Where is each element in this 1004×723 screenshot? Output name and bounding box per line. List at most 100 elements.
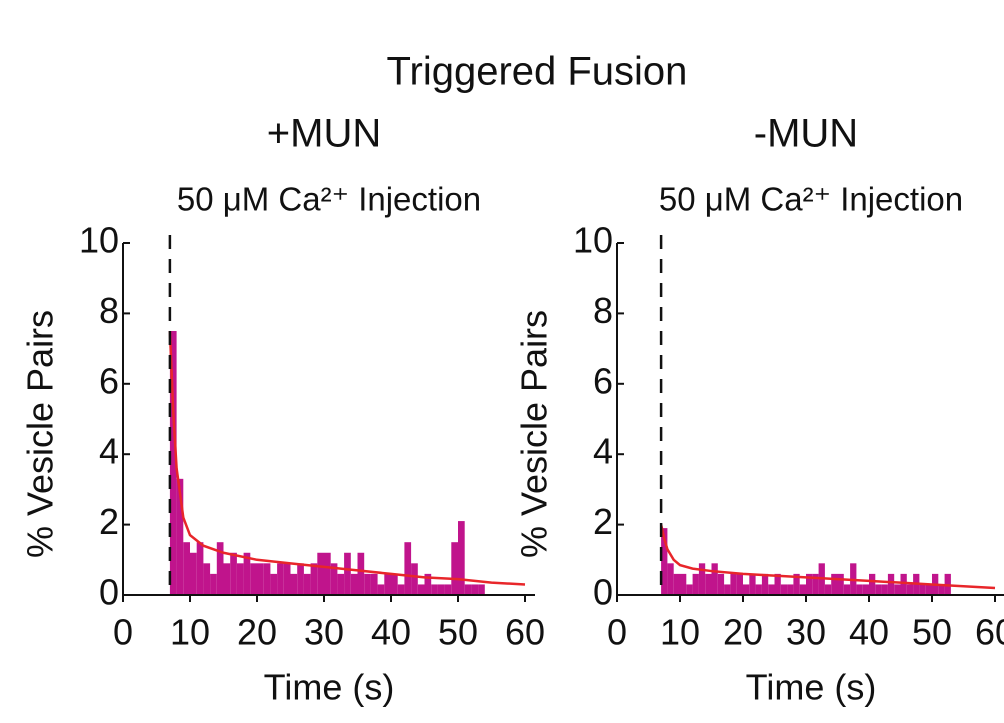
y-tick-label: 10 (79, 220, 119, 261)
bar (190, 552, 197, 595)
bar (862, 584, 869, 595)
bar (661, 528, 668, 595)
bar (464, 584, 472, 595)
bar (736, 573, 743, 595)
x-tick-label: 30 (304, 612, 344, 653)
figure-title: Triggered Fusion (387, 50, 688, 94)
bar (471, 584, 479, 595)
fit-line (659, 524, 996, 590)
bar (203, 563, 211, 595)
bar (749, 573, 756, 595)
y-tick-label: 2 (99, 501, 119, 542)
y-tick-label: 0 (99, 572, 119, 613)
bar (869, 573, 876, 595)
bar (894, 584, 901, 595)
bar (444, 584, 452, 595)
bar (330, 563, 338, 595)
bar (411, 563, 418, 595)
bar (236, 563, 244, 595)
bar (303, 573, 311, 595)
bar (176, 478, 184, 595)
x-tick-label: 40 (371, 612, 411, 653)
bar (283, 563, 291, 595)
bar (717, 573, 725, 595)
bar (755, 584, 762, 595)
x-tick-label: 50 (912, 612, 952, 653)
y-tick-label: 2 (593, 501, 613, 542)
bar (743, 584, 750, 595)
bar (437, 584, 445, 595)
bar (705, 573, 712, 595)
x-tick-label: 60 (505, 612, 545, 653)
bar (831, 573, 838, 595)
y-tick-label: 6 (99, 360, 119, 401)
bar (812, 573, 819, 595)
y-tick-label: 6 (593, 360, 613, 401)
bar (344, 552, 351, 595)
bar (730, 573, 737, 595)
bar (310, 563, 318, 595)
bar (925, 584, 932, 595)
bar (673, 573, 680, 595)
x-tick-label: 50 (438, 612, 478, 653)
bar (169, 331, 177, 595)
bar (692, 573, 699, 595)
bar (230, 552, 237, 595)
x-tick-label: 60 (975, 612, 1004, 653)
x-axis-label: Time (s) (264, 667, 395, 708)
bar (317, 552, 324, 595)
bar (210, 573, 217, 595)
bar (397, 584, 405, 595)
bar (257, 563, 264, 595)
bar (793, 573, 800, 595)
x-tick-label: 10 (660, 612, 700, 653)
bar (780, 584, 788, 595)
bar (698, 563, 706, 595)
bar (900, 573, 907, 595)
x-tick-label: 20 (237, 612, 277, 653)
bar (350, 573, 358, 595)
bar (787, 584, 794, 595)
bar (223, 563, 231, 595)
bar (451, 542, 458, 595)
x-tick-label: 40 (849, 612, 889, 653)
bar (297, 563, 304, 595)
bar (843, 584, 851, 595)
x-tick-label: 0 (113, 612, 133, 653)
y-tick-label: 4 (593, 431, 613, 472)
y-axis-label: % Vesicle Pairs (514, 310, 555, 558)
bar (196, 542, 204, 595)
bar (357, 552, 365, 595)
bar (377, 584, 385, 595)
bar (431, 584, 438, 595)
bar (384, 573, 391, 595)
bar (216, 542, 224, 595)
y-axis-label: % Vesicle Pairs (20, 310, 61, 558)
bar (667, 563, 674, 595)
bar (391, 573, 398, 595)
bar (324, 552, 331, 595)
x-tick-label: 30 (786, 612, 826, 653)
bar (938, 584, 945, 595)
bar (774, 573, 781, 595)
y-tick-label: 4 (99, 431, 119, 472)
bar (824, 584, 832, 595)
y-tick-label: 0 (593, 572, 613, 613)
bar (761, 573, 769, 595)
bar (337, 573, 345, 595)
bar (404, 542, 412, 595)
bar (724, 584, 731, 595)
bar (875, 584, 882, 595)
bar (263, 563, 271, 595)
bar (424, 573, 432, 595)
bar (711, 563, 718, 595)
bar (478, 584, 485, 595)
panel-title: -MUN (754, 112, 858, 156)
bar (250, 563, 257, 595)
bar (799, 584, 806, 595)
annotation: 50 μM Ca²⁺ Injection (659, 181, 963, 218)
bar (277, 563, 284, 595)
bar (458, 521, 465, 595)
annotation: 50 μM Ca²⁺ Injection (177, 181, 481, 218)
